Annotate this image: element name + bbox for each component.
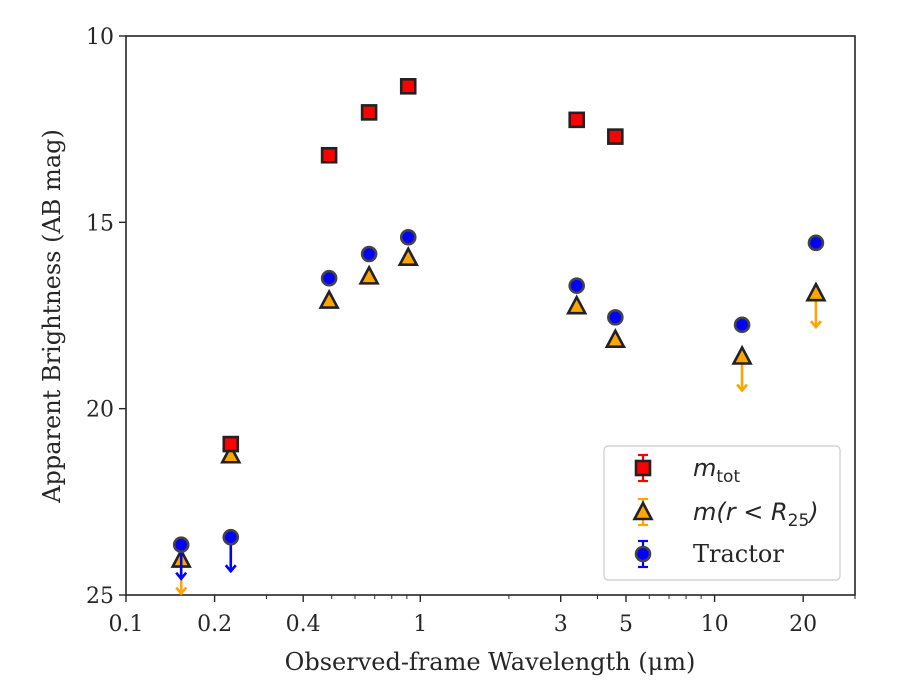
x-tick-label: 0.4 xyxy=(286,612,321,637)
legend-label: m(r < R25) xyxy=(693,498,819,531)
triangle-marker xyxy=(358,264,380,285)
upper-limit-head xyxy=(736,383,749,393)
series-circle xyxy=(172,228,825,581)
upper-limit-head xyxy=(175,586,188,596)
triangle-marker xyxy=(632,500,654,521)
x-tick-label: 10 xyxy=(701,612,729,637)
x-tick-label: 20 xyxy=(789,612,817,637)
x-tick-label: 3 xyxy=(554,612,568,637)
square-marker xyxy=(360,104,378,121)
triangle-marker xyxy=(318,288,340,309)
x-tick-label: 0.2 xyxy=(197,612,232,637)
data-marks xyxy=(170,78,827,596)
triangle-marker xyxy=(566,294,588,315)
triangle-marker xyxy=(805,281,827,302)
circle-marker xyxy=(733,316,751,334)
circle-marker xyxy=(568,277,586,294)
legend-box xyxy=(603,445,841,581)
circle-marker xyxy=(360,245,378,263)
series-triangle xyxy=(170,245,827,596)
triangle-marker xyxy=(397,245,419,267)
legend-label: Tractor xyxy=(693,540,784,568)
triangle-marker xyxy=(220,443,242,464)
triangle-marker xyxy=(731,344,753,365)
circle-marker xyxy=(222,528,240,546)
series-square xyxy=(222,78,624,453)
y-axis-label: Apparent Brightness (AB mag) xyxy=(38,129,66,504)
square-marker xyxy=(320,146,338,164)
square-marker xyxy=(634,459,652,477)
upper-limit-head xyxy=(809,320,822,330)
axes: 0.1 0.2 0.4 1 3 5 10 20 10 15 20 25 xyxy=(86,25,856,637)
circle-marker xyxy=(634,545,652,563)
square-marker xyxy=(399,78,417,95)
y-tick-label: 10 xyxy=(86,25,114,50)
upper-limit-head xyxy=(175,571,188,581)
legend-entry: Tractor xyxy=(634,539,784,569)
circle-marker xyxy=(807,234,825,252)
legend-entry: m(r < R25) xyxy=(632,497,819,531)
y-tick-label: 20 xyxy=(86,398,114,423)
square-marker xyxy=(607,128,624,145)
triangle-marker xyxy=(604,327,627,349)
circle-marker xyxy=(399,228,417,246)
y-tick-label: 25 xyxy=(86,584,114,609)
x-tick-label: 5 xyxy=(619,612,633,637)
circle-marker xyxy=(172,536,190,553)
square-marker xyxy=(222,435,240,453)
upper-limit-head xyxy=(224,564,237,574)
x-tick-label: 0.1 xyxy=(109,612,144,637)
circle-marker xyxy=(320,269,338,287)
x-tick-label: 1 xyxy=(413,612,427,637)
square-marker xyxy=(568,111,586,129)
x-axis-label: Observed-frame Wavelength (μm) xyxy=(285,648,696,676)
circle-marker xyxy=(607,309,624,326)
y-tick-label: 15 xyxy=(86,211,114,236)
